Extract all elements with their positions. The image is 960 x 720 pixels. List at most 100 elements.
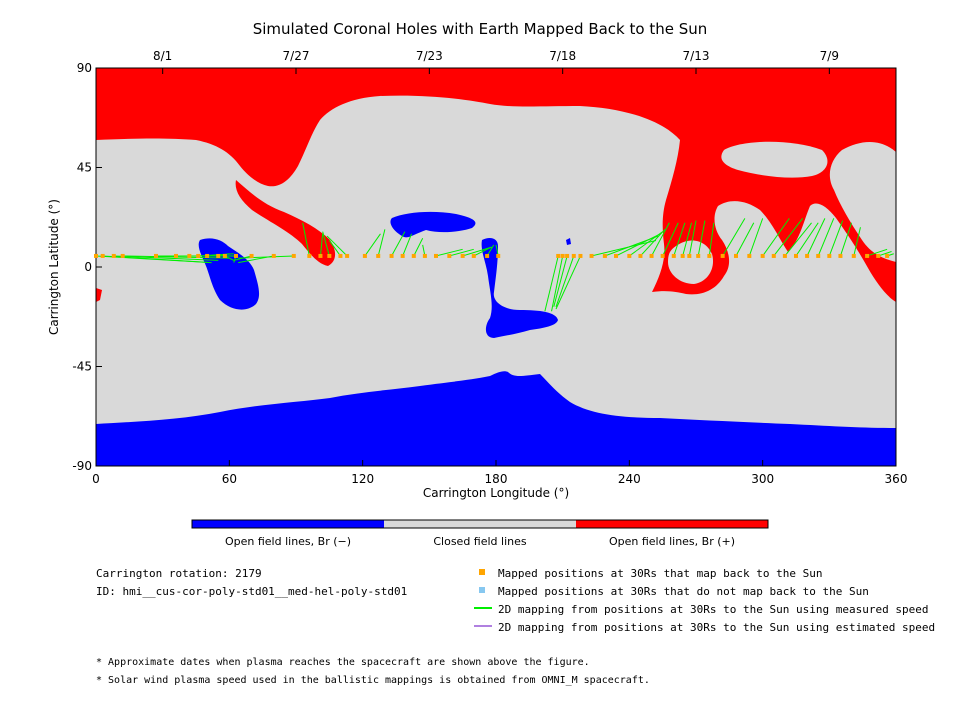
mapped-position-point xyxy=(94,253,98,258)
mapping-line xyxy=(113,255,219,261)
mapped-position-point xyxy=(249,253,254,258)
mapped-position-point xyxy=(827,253,832,258)
mapping-line xyxy=(662,222,679,257)
mapped-position-point xyxy=(216,253,221,258)
x-tick-label: 300 xyxy=(751,472,774,486)
mapping-line xyxy=(673,222,686,257)
mapping-line xyxy=(238,255,294,259)
legend-measured-label: 2D mapping from positions at 30Rs to the… xyxy=(498,603,929,616)
mapped-position-point xyxy=(747,253,752,258)
mapping-line xyxy=(615,233,661,257)
top-date-label: 7/9 xyxy=(820,49,839,63)
mapped-position-point xyxy=(307,253,312,258)
mapped-position-point xyxy=(496,253,501,258)
positive-open-field-streamer xyxy=(235,180,336,266)
mapped-position-point xyxy=(571,253,576,258)
x-tick-label: 180 xyxy=(485,472,508,486)
legend-estimated-label: 2D mapping from positions at 30Rs to the… xyxy=(498,621,936,634)
mapping-line xyxy=(762,218,790,257)
mapped-position-point xyxy=(362,253,367,258)
mapping-line xyxy=(413,238,424,257)
mapping-line xyxy=(319,233,324,256)
mapped-position-point xyxy=(696,253,701,258)
mapped-position-point xyxy=(734,253,738,258)
footnote-dates: * Approximate dates when plasma reaches … xyxy=(96,657,590,668)
mapped-position-point xyxy=(660,253,665,258)
mapped-position-point xyxy=(720,253,725,258)
mapped-position-point xyxy=(851,253,856,258)
negative-open-field-south xyxy=(96,371,896,466)
mapped-position-point xyxy=(707,253,712,258)
mapped-position-point xyxy=(447,253,452,258)
mapped-position-point xyxy=(865,253,870,258)
mapping-line xyxy=(817,218,835,257)
top-date-label: 7/23 xyxy=(416,49,443,63)
mapping-line xyxy=(553,255,568,307)
mapped-position-point xyxy=(771,253,776,258)
mapping-line xyxy=(640,229,666,257)
mapping-line xyxy=(402,233,413,257)
mapped-position-point xyxy=(638,253,643,258)
x-tick-label: 0 xyxy=(92,472,100,486)
colorbar-positive xyxy=(576,520,768,528)
mapped-position-point xyxy=(222,253,227,258)
top-date-label: 8/1 xyxy=(153,49,172,63)
legend-marker-mapped xyxy=(479,569,485,575)
footnote-speed: * Solar wind plasma speed used in the ba… xyxy=(96,675,650,686)
colorbar-closed xyxy=(384,520,576,528)
mapping-line xyxy=(449,248,474,257)
mapping-line xyxy=(629,231,663,257)
mapping-line xyxy=(555,255,581,310)
x-axis-label: Carrington Longitude (°) xyxy=(423,486,569,500)
mapping-line xyxy=(773,218,804,257)
mapped-position-point xyxy=(649,253,654,258)
mapping-line xyxy=(866,248,888,257)
mapping-line xyxy=(795,222,819,257)
mapped-position-point xyxy=(291,253,296,258)
mapping-line xyxy=(462,246,492,257)
mapping-line xyxy=(878,251,892,257)
mapped-position-point xyxy=(671,253,676,258)
y-tick-label: -90 xyxy=(72,459,92,473)
model-id: ID: hmi__cus-cor-poly-std01__med-hel-pol… xyxy=(96,585,408,598)
top-date-label: 7/13 xyxy=(683,49,710,63)
y-axis-label: Carrington Latitude (°) xyxy=(47,199,61,335)
mapped-position-point xyxy=(885,253,890,258)
mapped-position-point xyxy=(376,253,381,258)
mapping-line xyxy=(682,222,693,257)
x-tick-label: 60 xyxy=(222,472,237,486)
mapped-position-point xyxy=(338,253,343,258)
mapped-position-point xyxy=(111,253,116,258)
mapped-position-point xyxy=(205,253,210,258)
closed-pocket-east xyxy=(668,240,714,284)
mapping-line xyxy=(326,235,348,257)
mapped-position-point xyxy=(174,253,178,258)
mapped-position-point xyxy=(680,253,685,258)
mapping-line xyxy=(473,246,492,257)
mapping-line xyxy=(651,222,670,257)
carrington-rotation: Carrington rotation: 2179 xyxy=(96,567,262,580)
mapped-position-point xyxy=(422,253,427,258)
legend-marker-not-mapped xyxy=(479,587,485,593)
mapping-line xyxy=(735,222,755,257)
mapping-line xyxy=(688,220,697,257)
mapped-position-point xyxy=(556,253,561,258)
mapping-line xyxy=(853,227,861,257)
mapping-line xyxy=(784,222,812,257)
mapping-line xyxy=(328,240,341,257)
negative-open-field-hole-3 xyxy=(481,238,558,338)
x-tick-label: 360 xyxy=(885,472,908,486)
top-date-label: 7/27 xyxy=(283,49,310,63)
x-tick-label: 120 xyxy=(351,472,374,486)
mapped-position-point xyxy=(345,253,350,258)
mapped-position-point xyxy=(794,253,798,258)
colorbar-label-closed: Closed field lines xyxy=(433,535,527,548)
mapped-position-point xyxy=(838,253,843,258)
mapping-line xyxy=(435,248,463,257)
mapped-position-point xyxy=(614,253,618,258)
mapped-position-point xyxy=(602,253,607,258)
mapped-position-point xyxy=(687,253,692,258)
mapping-line xyxy=(544,255,559,312)
mapped-position-point xyxy=(565,253,570,258)
